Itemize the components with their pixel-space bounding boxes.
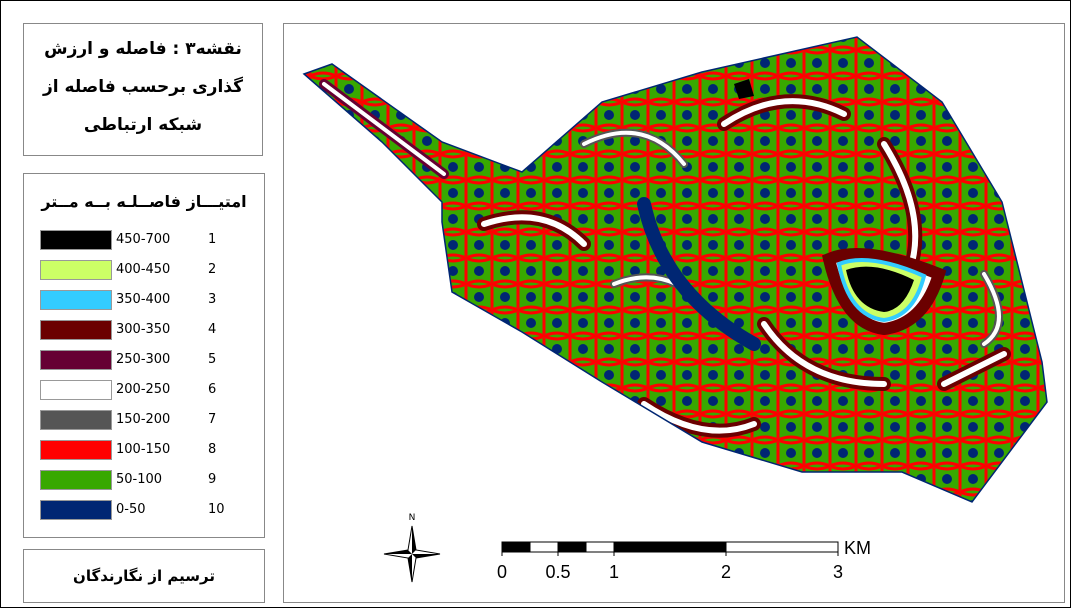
legend-range: 100-150 [116, 442, 171, 457]
scale-segment [585, 541, 615, 553]
legend-item: 150-200 7 [40, 410, 250, 430]
legend-item: 250-300 5 [40, 350, 250, 370]
legend-range: 50-100 [116, 472, 163, 487]
north-arrow: N [383, 513, 441, 583]
map-panel: N 0 0.5 1 2 3KM [283, 23, 1065, 603]
legend-range: 250-300 [116, 352, 171, 367]
legend-score: 6 [208, 382, 217, 397]
legend-item: 0-50 10 [40, 500, 250, 520]
legend-title: امتیـــاز فاصــلـه بــه مــتر [41, 192, 247, 211]
scale-tick-label: 0.5 [545, 562, 570, 582]
scale-bar: 0 0.5 1 2 3KM [497, 538, 871, 582]
title-line: شبکه ارتباطی [83, 115, 203, 135]
legend-range: 450-700 [116, 232, 171, 247]
legend-panel: امتیـــاز فاصــلـه بــه مــتر 450-700 1 40… [23, 173, 265, 538]
legend-score: 8 [208, 442, 217, 457]
scale-tick-label: 3 [833, 562, 843, 582]
legend-item: 350-400 3 [40, 290, 250, 310]
legend-score: 3 [208, 292, 217, 307]
legend-score: 1 [208, 232, 217, 247]
legend-item: 300-350 4 [40, 320, 250, 340]
legend-range: 350-400 [116, 292, 171, 307]
legend-score: 10 [208, 502, 225, 517]
legend-swatch [40, 230, 112, 250]
scale-segment [613, 541, 727, 553]
legend-range: 150-200 [116, 412, 171, 427]
legend-item: 50-100 9 [40, 470, 250, 490]
legend-swatch [40, 410, 112, 430]
north-label: N [409, 513, 416, 523]
title-panel: نقشه۳ : فاصله و ارزش گذاری برحسب فاصله ا… [23, 23, 263, 156]
legend-score: 2 [208, 262, 217, 277]
scale-tick-label: 0 [497, 562, 507, 582]
legend-swatch [40, 440, 112, 460]
legend-swatch [40, 320, 112, 340]
legend-item: 200-250 6 [40, 380, 250, 400]
scale-tick-label: 2 [721, 562, 731, 582]
legend-range: 200-250 [116, 382, 171, 397]
scale-tick-label: 1 [609, 562, 619, 582]
legend-swatch [40, 260, 112, 280]
legend-score: 7 [208, 412, 217, 427]
legend-item: 400-450 2 [40, 260, 250, 280]
legend-range: 0-50 [116, 502, 146, 517]
legend-swatch [40, 500, 112, 520]
legend-range: 400-450 [116, 262, 171, 277]
legend-score: 4 [208, 322, 217, 337]
legend-range: 300-350 [116, 322, 171, 337]
credit: ترسیم از نگارندگان [73, 567, 215, 585]
legend-score: 5 [208, 352, 217, 367]
scale-segment [725, 541, 839, 553]
legend-swatch [40, 350, 112, 370]
legend-score: 9 [208, 472, 217, 487]
legend-item: 100-150 8 [40, 440, 250, 460]
legend-swatch [40, 380, 112, 400]
scale-segment [529, 541, 559, 553]
scale-segment [501, 541, 531, 553]
scale-unit: KM [844, 538, 871, 558]
title-line: نقشه۳ : فاصله و ارزش [44, 39, 242, 59]
scale-segment [557, 541, 587, 553]
legend-swatch [40, 290, 112, 310]
legend-item: 450-700 1 [40, 230, 250, 250]
credit-panel: ترسیم از نگارندگان [23, 549, 265, 603]
title-line: گذاری برحسب فاصله از [43, 77, 243, 97]
legend-swatch [40, 470, 112, 490]
